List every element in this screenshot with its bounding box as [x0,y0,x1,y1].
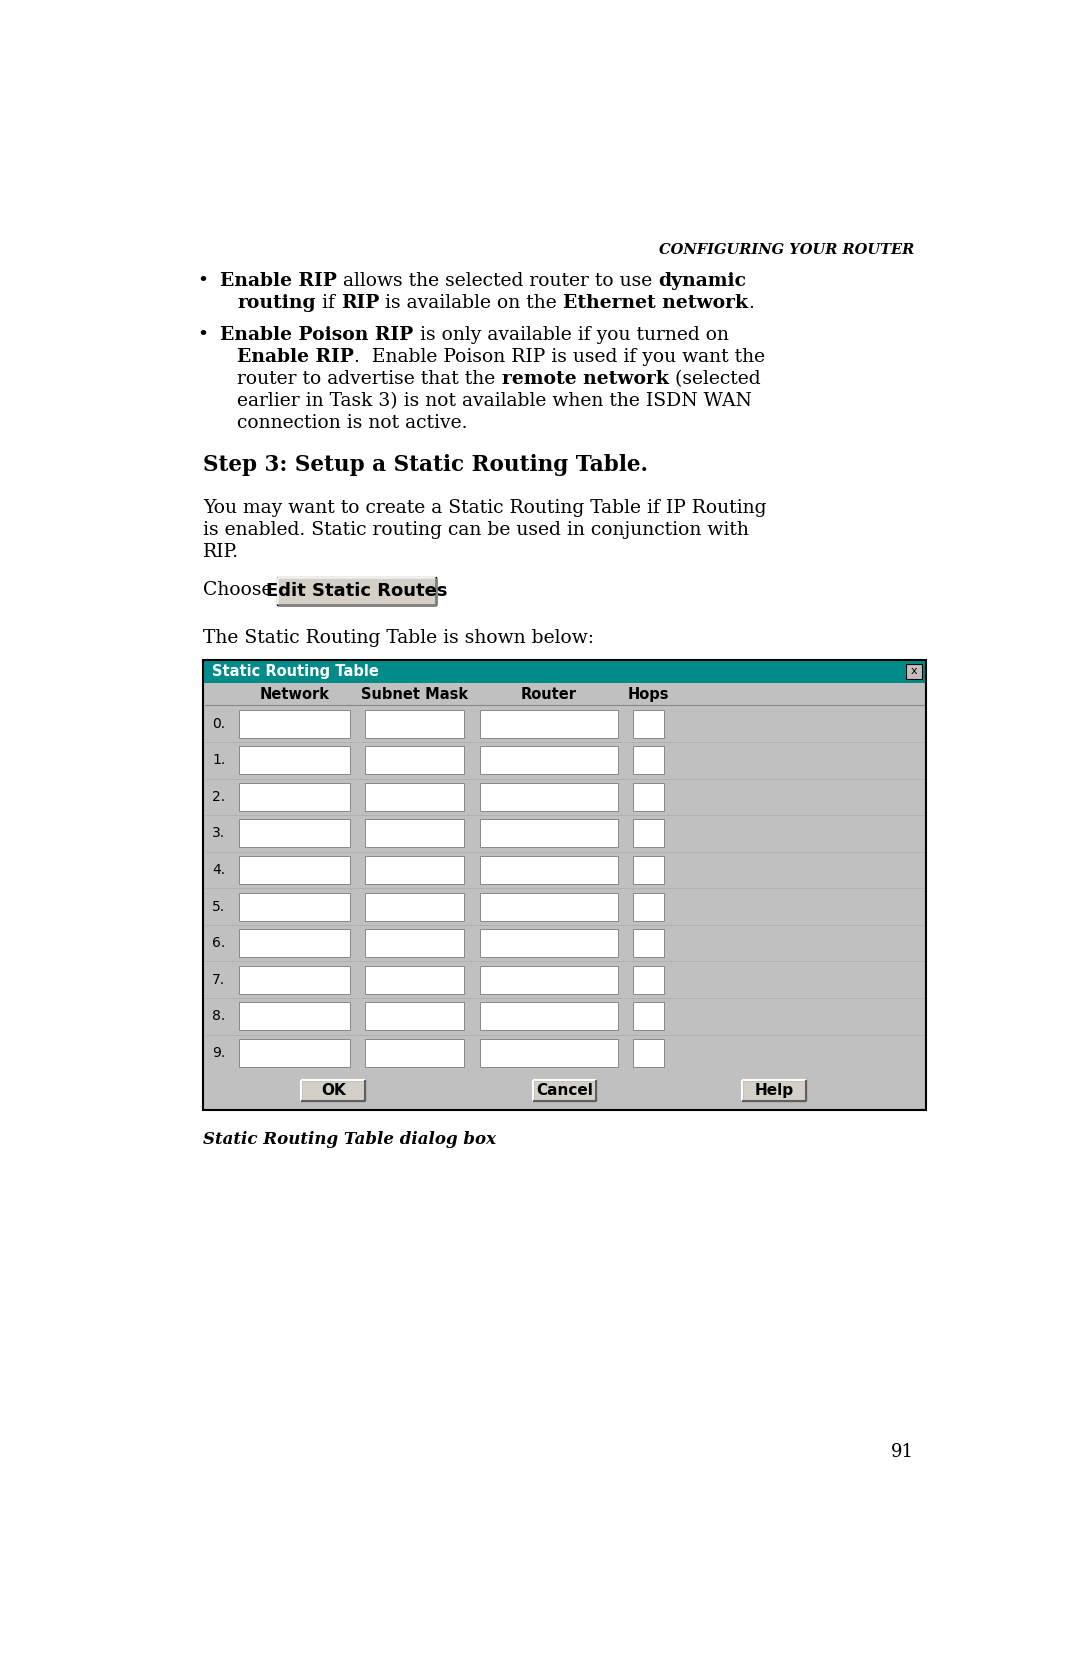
Bar [742,1080,806,1102]
Bar [239,893,350,921]
Text: •: • [197,272,208,290]
Bar [480,1003,618,1030]
Bar [239,856,350,885]
Text: Enable RIP: Enable RIP [220,272,337,290]
Text: Help: Help [754,1083,794,1098]
Bar [532,1080,596,1102]
Text: 3.: 3. [212,826,225,841]
Text: You may want to create a Static Routing Table if IP Routing: You may want to create a Static Routing … [203,499,767,517]
Bar [239,930,350,958]
Text: 91: 91 [891,1442,914,1460]
Bar [633,1003,664,1030]
Bar [365,966,464,993]
Bar [480,893,618,921]
Bar [239,746,350,774]
Bar [365,930,464,958]
Bar [480,856,618,885]
Bar [365,709,464,738]
Bar [239,966,350,993]
Text: Enable Poison RIP: Enable Poison RIP [220,325,414,344]
Text: dynamic: dynamic [659,272,746,290]
Text: is only available if you turned on: is only available if you turned on [414,325,729,344]
Text: RIP: RIP [341,294,379,312]
Bar [203,683,926,1110]
Bar [203,659,926,683]
Bar [633,893,664,921]
Bar [633,819,664,848]
Text: .  Enable Poison RIP is used if you want the: . Enable Poison RIP is used if you want … [354,349,766,366]
Bar [239,819,350,848]
Bar [480,709,618,738]
Text: routing: routing [238,294,316,312]
Text: Router: Router [521,686,577,701]
Text: 0.: 0. [212,716,225,731]
Text: x: x [910,666,917,676]
Text: remote network: remote network [501,371,669,389]
Text: Hops: Hops [629,686,670,701]
Bar [633,930,664,958]
Text: if: if [316,294,341,312]
Text: Subnet Mask: Subnet Mask [361,686,469,701]
Text: 8.: 8. [212,1010,226,1023]
Bar [365,783,464,811]
Bar [480,819,618,848]
Text: connection is not active.: connection is not active. [238,414,468,432]
Text: Cancel: Cancel [536,1083,593,1098]
Text: Step 3: Setup a Static Routing Table.: Step 3: Setup a Static Routing Table. [203,454,648,476]
Bar [365,819,464,848]
Bar [239,1038,350,1066]
Bar [276,577,435,604]
Bar [480,930,618,958]
Text: 6.: 6. [212,936,226,950]
Bar [203,659,926,1110]
Bar [633,856,664,885]
Text: 2.: 2. [212,789,225,804]
Bar [633,966,664,993]
Bar [239,1003,350,1030]
Text: 5.: 5. [212,900,225,913]
Text: allows the selected router to use: allows the selected router to use [337,272,659,290]
Bar [365,1038,464,1066]
Bar [239,709,350,738]
Bar [239,783,350,811]
Bar [480,1038,618,1066]
Bar [480,746,618,774]
Text: Ethernet network: Ethernet network [563,294,748,312]
Bar [365,746,464,774]
Text: Static Routing Table dialog box: Static Routing Table dialog box [203,1132,496,1148]
Bar [906,664,921,679]
Text: 1.: 1. [212,753,226,768]
Bar [365,856,464,885]
Text: (selected: (selected [669,371,760,389]
Bar [633,783,664,811]
Text: Network: Network [259,686,329,701]
Text: OK: OK [321,1083,346,1098]
Text: •: • [197,325,208,344]
Text: RIP.: RIP. [203,542,240,561]
Text: 7.: 7. [212,973,225,986]
Bar [365,1003,464,1030]
Bar [480,966,618,993]
Text: is available on the: is available on the [379,294,563,312]
Bar [365,893,464,921]
Bar [480,783,618,811]
Bar [301,1080,365,1102]
Text: Enable RIP: Enable RIP [238,349,354,366]
Text: is enabled. Static routing can be used in conjunction with: is enabled. Static routing can be used i… [203,521,750,539]
Text: 9.: 9. [212,1046,226,1060]
Text: earlier in Task 3) is not available when the ISDN WAN: earlier in Task 3) is not available when… [238,392,752,411]
Text: CONFIGURING YOUR ROUTER: CONFIGURING YOUR ROUTER [659,242,914,257]
Text: Edit Static Routes: Edit Static Routes [266,582,447,599]
Text: router to advertise that the: router to advertise that the [238,371,501,389]
Text: .: . [748,294,754,312]
Text: 4.: 4. [212,863,225,876]
Text: Choose: Choose [203,581,272,599]
Bar [633,746,664,774]
Text: Static Routing Table: Static Routing Table [213,664,379,679]
Bar [633,709,664,738]
Bar [633,1038,664,1066]
Text: The Static Routing Table is shown below:: The Static Routing Table is shown below: [203,629,594,648]
